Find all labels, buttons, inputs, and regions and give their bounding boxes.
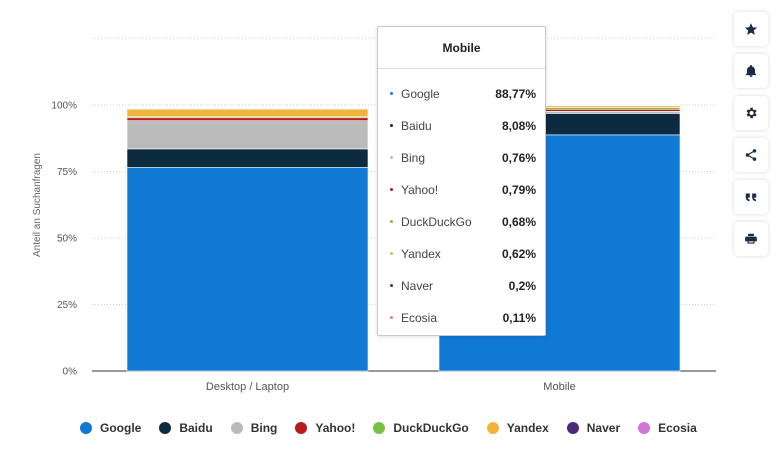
tooltip-series-dot bbox=[390, 252, 393, 255]
tooltip-row-duckduckgo: DuckDuckGo 0,68% bbox=[390, 215, 536, 231]
legend-item-yahoo[interactable]: Yahoo! bbox=[295, 421, 355, 435]
print-button[interactable] bbox=[734, 222, 768, 256]
tooltip-series-dot bbox=[390, 220, 393, 223]
legend-dot bbox=[373, 422, 386, 434]
tooltip-series-name: Ecosia bbox=[401, 311, 438, 325]
tooltip-series-name: Naver bbox=[401, 279, 434, 293]
bar-desktop-laptop-yandex[interactable] bbox=[126, 108, 369, 118]
tooltip-series-name: Yahoo! bbox=[401, 183, 439, 197]
y-tick-label: 100% bbox=[51, 101, 77, 112]
legend-label: Naver bbox=[586, 421, 621, 435]
bar-desktop-laptop-bing[interactable] bbox=[126, 120, 369, 150]
legend-item-bing[interactable]: Bing bbox=[230, 421, 278, 435]
tooltip-series-name: Baidu bbox=[401, 119, 432, 133]
legend-item-ecosia[interactable]: Ecosia bbox=[638, 421, 697, 435]
legend-dot bbox=[638, 422, 651, 434]
y-tick-label: 50% bbox=[57, 234, 77, 245]
gear-icon bbox=[746, 107, 757, 119]
legend-label: Yandex bbox=[506, 421, 549, 435]
tooltip-series-value: 88,77% bbox=[495, 87, 536, 101]
tooltip-row-bing: Bing 0,76% bbox=[390, 151, 536, 167]
settings-button[interactable] bbox=[734, 96, 768, 130]
notification-button[interactable] bbox=[734, 54, 768, 88]
tooltip-series-name: Google bbox=[401, 87, 440, 101]
legend-item-duckduckgo[interactable]: DuckDuckGo bbox=[373, 421, 469, 435]
favorite-button[interactable] bbox=[734, 12, 768, 46]
legend-label: Google bbox=[100, 421, 142, 435]
legend-item-baidu[interactable]: Baidu bbox=[159, 421, 213, 435]
tooltip-series-value: 0,62% bbox=[501, 247, 536, 261]
tooltip-series-dot bbox=[390, 188, 393, 191]
share-button[interactable] bbox=[734, 138, 768, 172]
tooltip-series-value: 0,79% bbox=[501, 183, 536, 197]
legend-dot bbox=[566, 422, 579, 434]
legend-label: Bing bbox=[250, 421, 278, 435]
tooltip: Mobile Google 88,77% Baidu 8,08% Bing 0,76% Ya… bbox=[377, 26, 546, 336]
chart-legend: Google Baidu Bing Yahoo! DuckDuckGo Yandex Nav… bbox=[80, 418, 715, 438]
x-category-label: Mobile bbox=[543, 381, 575, 393]
tooltip-row-google: Google 88,77% bbox=[390, 87, 536, 103]
quote-icon bbox=[745, 193, 757, 202]
legend-dot bbox=[486, 422, 499, 434]
tooltip-series-value: 0,76% bbox=[501, 151, 536, 165]
tooltip-divider bbox=[378, 68, 545, 69]
tooltip-series-name: Bing bbox=[401, 151, 426, 165]
bar-desktop-laptop-baidu[interactable] bbox=[126, 148, 369, 168]
legend-dot bbox=[159, 422, 172, 434]
tooltip-series-name: Yandex bbox=[401, 247, 441, 261]
y-tick-label: 75% bbox=[57, 167, 77, 178]
star-icon bbox=[744, 23, 758, 35]
legend-item-naver[interactable]: Naver bbox=[566, 421, 621, 435]
tooltip-row-yandex: Yandex 0,62% bbox=[390, 247, 536, 263]
legend-dot bbox=[230, 422, 243, 434]
bell-icon bbox=[745, 64, 757, 77]
legend-dot bbox=[80, 422, 92, 434]
tooltip-title: Mobile bbox=[442, 41, 481, 55]
tooltip-series-value: 8,08% bbox=[501, 119, 536, 133]
legend-label: Baidu bbox=[179, 421, 213, 435]
tooltip-series-dot bbox=[390, 316, 393, 319]
tooltip-series-value: 0,68% bbox=[501, 215, 536, 229]
y-tick-label: 0% bbox=[63, 367, 78, 378]
print-icon bbox=[745, 233, 757, 244]
tooltip-series-dot bbox=[390, 156, 393, 159]
y-tick-label: 25% bbox=[57, 300, 77, 311]
tooltip-series-value: 0,11% bbox=[502, 311, 536, 325]
tooltip-series-dot bbox=[390, 284, 393, 287]
tooltip-series-name: DuckDuckGo bbox=[401, 215, 472, 229]
tooltip-row-ecosia: Ecosia 0,11% bbox=[390, 311, 536, 327]
y-axis-title: Anteil an Suchanfragen bbox=[32, 153, 43, 257]
tooltip-row-yahoo: Yahoo! 0,79% bbox=[390, 183, 536, 199]
bar-desktop-laptop-google[interactable] bbox=[126, 167, 369, 372]
tooltip-row-naver: Naver 0,2% bbox=[390, 279, 536, 295]
tooltip-series-dot bbox=[390, 124, 393, 127]
x-category-label: Desktop / Laptop bbox=[206, 381, 289, 393]
legend-label: Ecosia bbox=[658, 421, 697, 435]
share-icon bbox=[745, 149, 757, 161]
bar-desktop-laptop-yahoo[interactable] bbox=[126, 117, 369, 121]
tooltip-row-baidu: Baidu 8,08% bbox=[390, 119, 536, 135]
legend-item-google[interactable]: Google bbox=[80, 421, 141, 435]
tooltip-series-dot bbox=[390, 92, 393, 95]
tooltip-series-value: 0,2% bbox=[508, 279, 536, 293]
legend-label: DuckDuckGo bbox=[393, 421, 469, 435]
legend-item-yandex[interactable]: Yandex bbox=[486, 421, 549, 435]
cite-button[interactable] bbox=[734, 180, 768, 214]
legend-label: Yahoo! bbox=[315, 421, 356, 435]
legend-dot bbox=[295, 422, 308, 434]
